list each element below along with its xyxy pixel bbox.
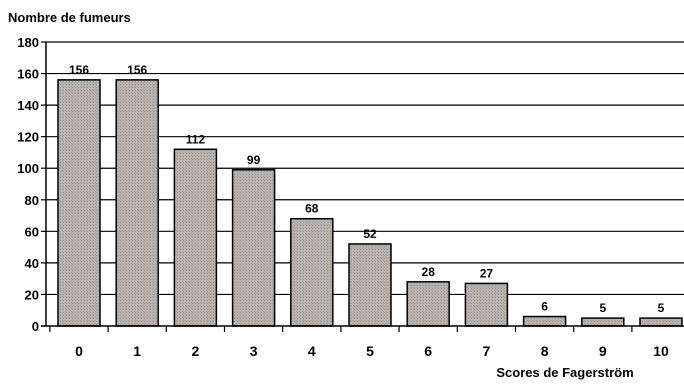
y-tick-label-160: 160: [17, 67, 39, 82]
data-label-6: 28: [422, 265, 436, 279]
x-tick-label-3: 3: [250, 343, 258, 359]
x-tick-label-8: 8: [541, 343, 549, 359]
x-tick-label-2: 2: [192, 343, 200, 359]
y-axis-ticks: 0 20 40 60 80 100 120 140 160 180: [17, 35, 46, 334]
x-tick-label-7: 7: [483, 343, 491, 359]
x-tick-label-0: 0: [75, 343, 83, 359]
axes: [41, 42, 684, 327]
x-tick-label-4: 4: [308, 343, 316, 359]
data-label-7: 27: [480, 266, 494, 280]
bar-8: [522, 315, 567, 327]
y-tick-label-60: 60: [25, 224, 39, 239]
data-label-1: 156: [127, 63, 147, 77]
x-axis-ticks: 0 1 2 3 4 5 6 7 8 9 10: [49, 326, 669, 359]
bar-2: [173, 148, 218, 327]
bar-5: [348, 243, 392, 327]
x-axis-title: Scores de Fagerström: [496, 365, 633, 380]
y-tick-label-120: 120: [17, 130, 39, 145]
bar-9: [581, 317, 625, 327]
y-tick-label-140: 140: [17, 98, 39, 113]
data-label-4: 68: [305, 202, 319, 216]
y-tick-label-80: 80: [25, 193, 39, 208]
data-label-0: 156: [69, 63, 89, 77]
data-labels: 156 156 112 99 68 52 28 27 6 5 5: [69, 63, 665, 315]
bar-3: [231, 169, 276, 327]
y-tick-label-40: 40: [25, 256, 39, 271]
y-axis-title: Nombre de fumeurs: [8, 10, 131, 25]
x-tick-label-10: 10: [653, 343, 669, 359]
y-tick-label-0: 0: [32, 319, 39, 334]
bar-10: [639, 317, 683, 327]
data-label-2: 112: [186, 132, 206, 146]
data-label-5: 52: [363, 227, 377, 241]
data-label-9: 5: [599, 301, 606, 315]
x-tick-label-5: 5: [366, 343, 374, 359]
data-label-3: 99: [247, 153, 261, 167]
bars: [57, 79, 683, 327]
bar-0: [57, 79, 101, 327]
bar-1: [115, 79, 159, 327]
bar-7: [464, 282, 509, 327]
bar-4: [290, 217, 334, 327]
x-tick-label-6: 6: [424, 343, 432, 359]
y-tick-label-100: 100: [17, 161, 39, 176]
y-tick-label-20: 20: [25, 287, 39, 302]
y-tick-label-180: 180: [17, 35, 39, 50]
bar-6: [406, 281, 450, 327]
x-tick-label-9: 9: [599, 343, 607, 359]
data-label-8: 6: [541, 300, 548, 314]
x-tick-label-1: 1: [133, 343, 141, 359]
data-label-10: 5: [658, 301, 665, 315]
